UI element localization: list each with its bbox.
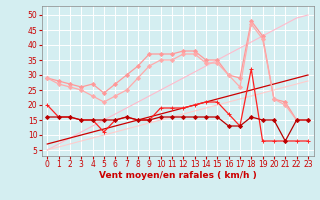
X-axis label: Vent moyen/en rafales ( km/h ): Vent moyen/en rafales ( km/h ) xyxy=(99,171,256,180)
